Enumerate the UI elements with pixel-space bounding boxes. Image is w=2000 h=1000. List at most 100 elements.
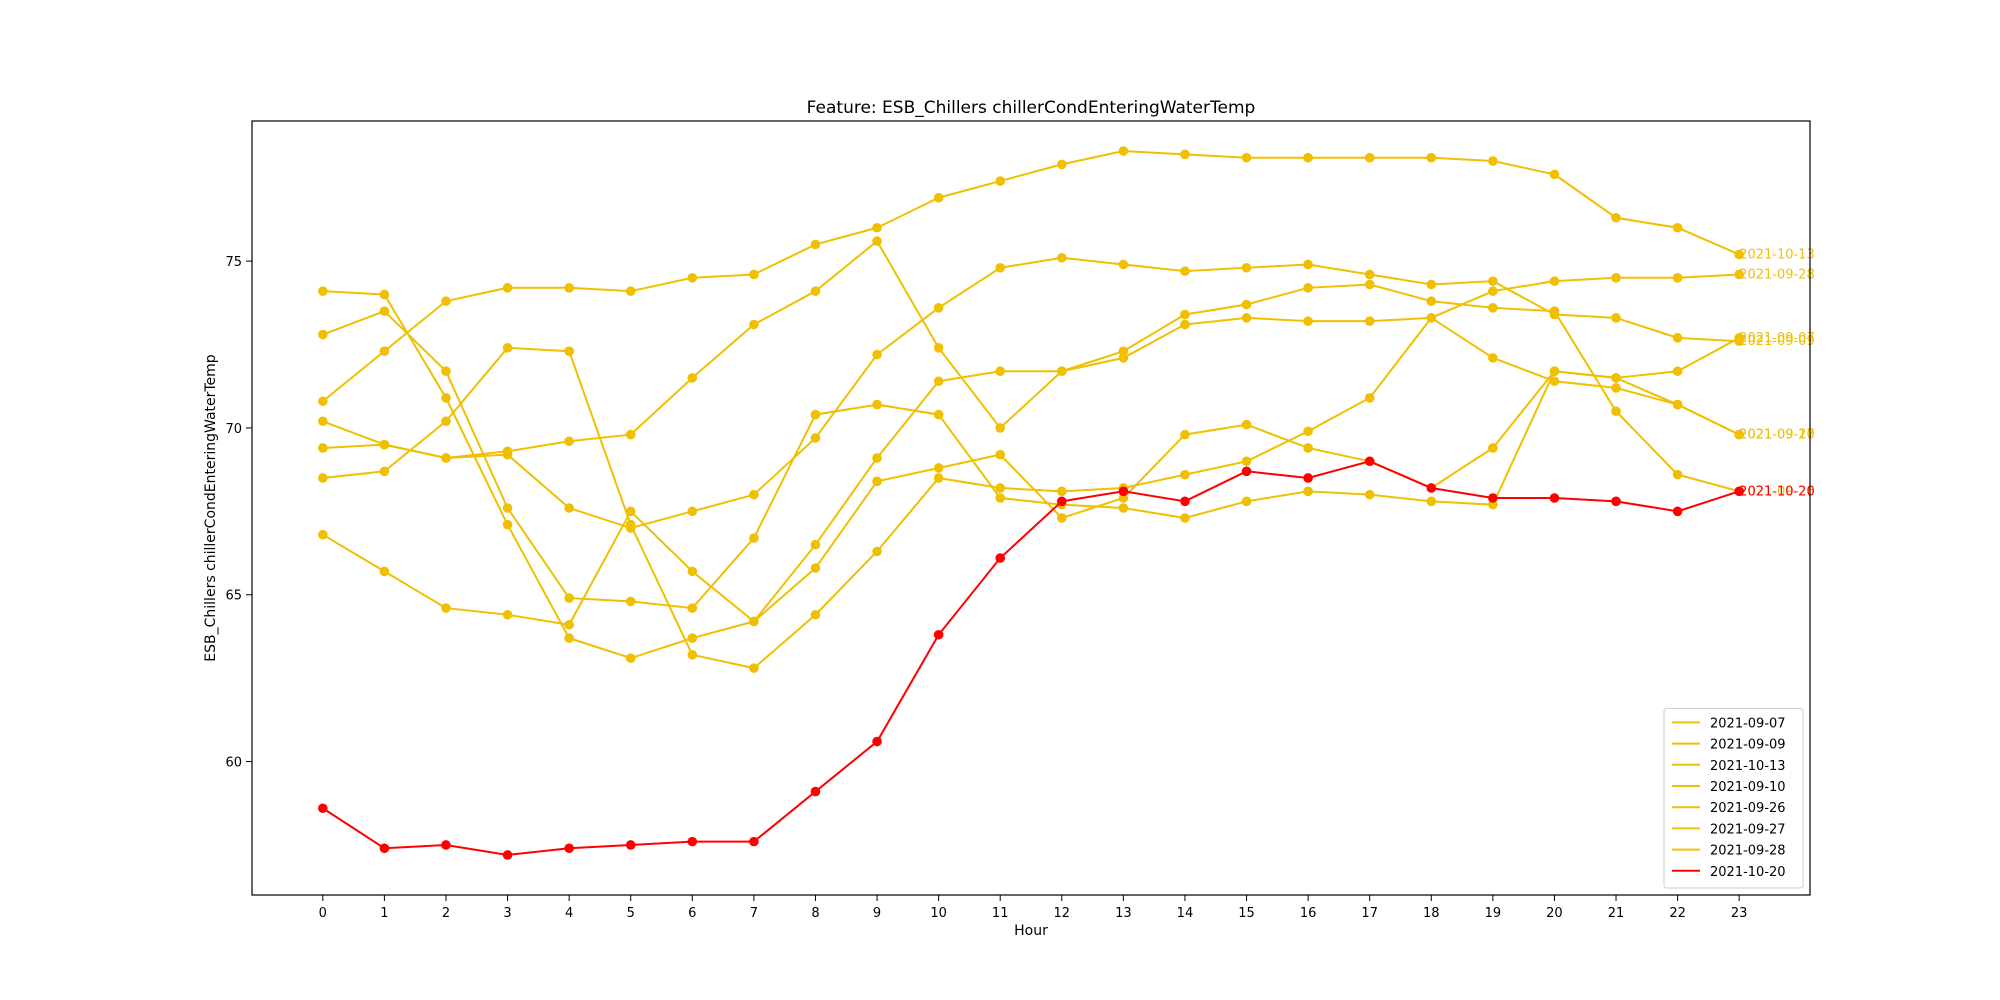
data-point	[379, 439, 390, 450]
data-point	[441, 416, 451, 427]
x-tick-label: 13	[1115, 906, 1132, 921]
plot-area: 2021-09-072021-09-092021-10-132021-09-10…	[318, 146, 1815, 860]
data-point	[379, 346, 390, 356]
data-point	[995, 449, 1006, 460]
data-point	[502, 446, 513, 457]
data-point	[749, 319, 759, 330]
data-point	[933, 463, 944, 473]
data-point	[1241, 466, 1252, 477]
data-point	[502, 503, 513, 513]
data-point	[1118, 503, 1129, 513]
data-point	[625, 506, 636, 517]
data-point	[933, 629, 944, 640]
y-tick-label: 70	[225, 422, 242, 437]
data-point	[1241, 496, 1252, 507]
data-point	[810, 409, 821, 420]
data-point	[995, 493, 1006, 503]
data-point	[995, 366, 1006, 377]
data-point	[1672, 273, 1683, 283]
data-point	[1364, 269, 1375, 280]
x-tick-label: 2	[442, 906, 450, 921]
data-point	[933, 303, 944, 313]
x-tick-label: 7	[750, 906, 758, 921]
data-point	[933, 473, 944, 483]
data-point	[1672, 399, 1683, 410]
x-tick-label: 10	[930, 906, 947, 921]
data-point	[933, 376, 944, 387]
data-point	[1241, 299, 1252, 310]
data-point	[564, 503, 574, 513]
data-point	[1611, 273, 1621, 283]
data-point	[995, 423, 1006, 433]
data-point	[625, 429, 636, 440]
data-point	[810, 786, 821, 797]
data-point	[1180, 319, 1190, 330]
y-tick-label: 65	[225, 589, 242, 604]
series-line	[322, 460, 1740, 856]
series-line	[322, 150, 1740, 403]
legend-box	[1663, 707, 1804, 889]
data-point	[1549, 376, 1560, 387]
legend: 2021-09-07 2021-09-09 2021-10-13 2021-09-10…	[1663, 707, 1804, 889]
data-point	[1488, 353, 1498, 363]
x-tick-label: 18	[1423, 906, 1440, 921]
series-line	[322, 239, 1740, 459]
data-point	[441, 840, 451, 850]
data-point	[1118, 486, 1129, 497]
data-point	[1672, 222, 1683, 233]
data-point	[1056, 486, 1067, 497]
data-point	[749, 663, 759, 673]
chart-title: Feature: ESB_Chillers chillerCondEnterin…	[807, 98, 1256, 118]
y-tick-label: 75	[225, 255, 242, 270]
data-point	[1734, 269, 1744, 280]
data-point	[1303, 259, 1313, 270]
data-point	[318, 529, 328, 540]
data-point	[564, 633, 574, 643]
x-tick-label: 16	[1300, 906, 1317, 921]
data-point	[995, 553, 1006, 563]
data-point	[564, 436, 574, 447]
data-point	[1180, 429, 1190, 440]
x-tick-label: 22	[1669, 906, 1686, 921]
data-point	[810, 563, 821, 573]
data-point	[318, 329, 328, 340]
data-point	[625, 286, 636, 296]
data-point	[749, 616, 759, 627]
legend-label: 2021-10-20	[1710, 865, 1786, 880]
y-tick-label: 60	[225, 756, 242, 771]
x-tick-label: 21	[1608, 906, 1625, 921]
legend-item: 2021-09-28	[1672, 844, 1786, 859]
data-point	[1734, 336, 1744, 346]
data-point	[1672, 366, 1683, 377]
data-point	[1426, 296, 1437, 306]
legend-item: 2021-09-07	[1672, 716, 1786, 731]
data-point	[1364, 316, 1375, 326]
data-point	[625, 840, 636, 850]
data-point	[379, 289, 390, 300]
data-point	[933, 343, 944, 353]
series-2021-10-13: 2021-10-13	[318, 146, 1815, 407]
series-end-label: 2021-09-09	[1739, 334, 1815, 349]
data-point	[564, 843, 574, 854]
data-point	[1488, 443, 1498, 453]
x-tick-label: 3	[503, 906, 511, 921]
data-point	[749, 269, 759, 280]
data-point	[1549, 366, 1560, 377]
data-point	[995, 483, 1006, 493]
data-point	[318, 473, 328, 483]
series-line	[322, 256, 1740, 530]
data-point	[872, 736, 882, 747]
data-point	[1180, 309, 1190, 320]
data-point	[564, 593, 574, 603]
data-point	[1672, 469, 1683, 480]
legend-item: 2021-10-13	[1672, 759, 1786, 774]
data-point	[379, 306, 390, 316]
data-point	[625, 596, 636, 607]
data-point	[995, 262, 1006, 273]
data-point	[1241, 152, 1252, 163]
legend-item: 2021-09-27	[1672, 822, 1786, 837]
data-point	[1611, 383, 1621, 393]
data-point	[1364, 152, 1375, 163]
